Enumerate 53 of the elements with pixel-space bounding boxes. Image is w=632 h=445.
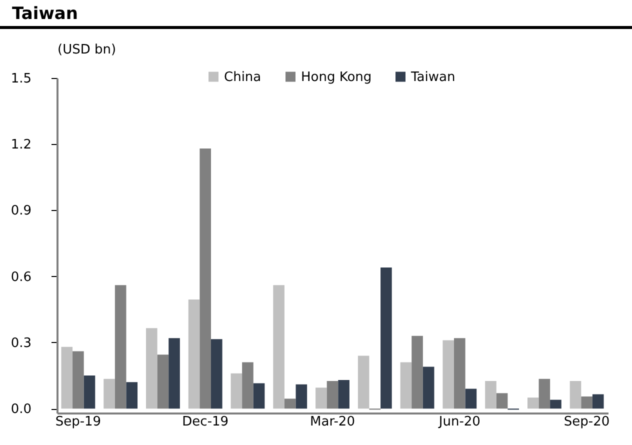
bar bbox=[496, 393, 508, 409]
bar bbox=[104, 378, 115, 409]
y-tick-label: 0.9 bbox=[10, 204, 32, 219]
bar bbox=[326, 381, 338, 409]
bar bbox=[72, 351, 84, 409]
bar bbox=[253, 383, 265, 409]
legend-label: China bbox=[224, 70, 262, 85]
legend-label: Hong Kong bbox=[301, 70, 372, 85]
bar bbox=[230, 373, 242, 409]
y-tick-label: 0.6 bbox=[10, 270, 32, 285]
bar bbox=[61, 346, 73, 409]
chart-title: Taiwan bbox=[0, 0, 632, 29]
bar bbox=[400, 362, 412, 409]
bar bbox=[273, 285, 284, 409]
x-tick-label: Dec-19 bbox=[182, 414, 229, 430]
x-tick-label: Sep-20 bbox=[564, 414, 610, 430]
x-tick-label: Sep-19 bbox=[55, 414, 102, 430]
x-tick-label: Jun-20 bbox=[438, 414, 480, 430]
y-tick-label: 0.3 bbox=[10, 336, 32, 351]
bar bbox=[114, 285, 126, 409]
bar bbox=[296, 384, 308, 409]
bar bbox=[592, 394, 604, 409]
y-tick-label: 1.5 bbox=[10, 72, 32, 86]
bar bbox=[242, 362, 254, 409]
bar bbox=[527, 398, 539, 409]
bar bbox=[168, 338, 180, 409]
bar bbox=[380, 268, 392, 409]
bar bbox=[358, 356, 370, 409]
bar bbox=[188, 299, 200, 409]
bar bbox=[581, 396, 592, 409]
bar bbox=[412, 336, 423, 409]
bar bbox=[146, 328, 158, 409]
bar bbox=[284, 398, 296, 409]
y-axis-title: (USD bn) bbox=[58, 42, 116, 58]
bar bbox=[454, 338, 466, 409]
bar bbox=[485, 381, 496, 409]
bar bbox=[465, 388, 477, 409]
bar bbox=[538, 378, 550, 409]
bar bbox=[210, 339, 222, 409]
bar bbox=[442, 340, 454, 409]
y-tick-label: 0.0 bbox=[10, 402, 32, 418]
bar bbox=[550, 400, 562, 409]
legend-label: Taiwan bbox=[410, 70, 456, 85]
bar bbox=[316, 388, 327, 409]
bar bbox=[126, 382, 138, 409]
y-tick-label: 1.2 bbox=[10, 138, 32, 153]
bar bbox=[84, 376, 96, 409]
bar bbox=[422, 366, 434, 409]
bar bbox=[570, 381, 582, 409]
x-tick-label: Mar-20 bbox=[310, 414, 355, 430]
bar bbox=[338, 380, 350, 409]
bar bbox=[157, 354, 169, 409]
bar bbox=[200, 148, 211, 409]
